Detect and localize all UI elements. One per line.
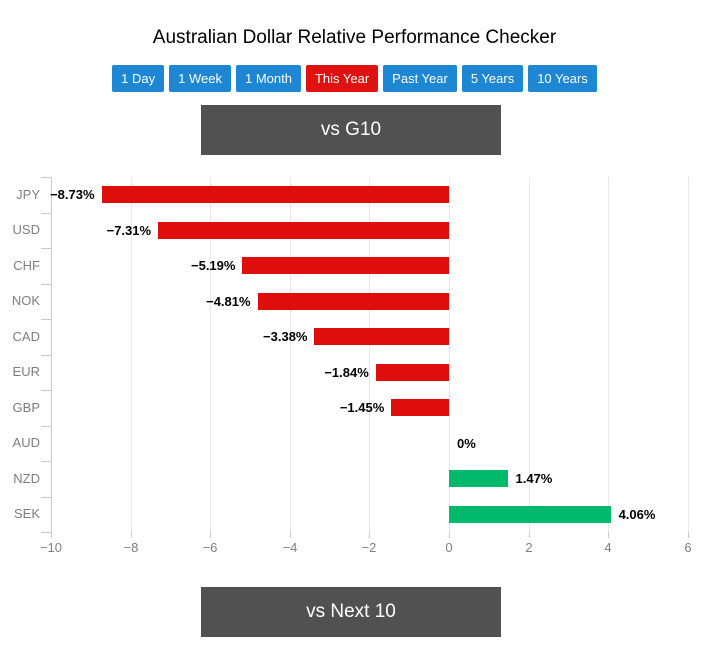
bar-sek — [449, 506, 611, 523]
x-gridline — [290, 177, 291, 532]
section-header-next10: vs Next 10 — [201, 587, 501, 637]
x-axis-tick — [688, 532, 689, 538]
x-tick-label: 4 — [604, 540, 612, 555]
period-button-this-year[interactable]: This Year — [305, 65, 379, 92]
x-axis-tick — [608, 532, 609, 538]
x-gridline — [688, 177, 689, 532]
x-gridline — [449, 177, 450, 532]
x-tick-label: 2 — [525, 540, 533, 555]
category-label-nzd: NZD — [13, 471, 40, 486]
x-tick-label: −2 — [361, 540, 377, 555]
value-label-nok: −4.81% — [206, 294, 251, 309]
value-label-usd: −7.31% — [106, 223, 152, 238]
x-axis-tick — [210, 532, 211, 538]
x-axis-tick — [369, 532, 370, 538]
section-header-next10-label: vs Next 10 — [306, 601, 396, 622]
x-axis-tick — [51, 532, 52, 538]
x-tick-label: 6 — [684, 540, 692, 555]
value-label-aud: 0% — [457, 436, 476, 451]
bar-chf — [242, 257, 449, 274]
value-label-gbp: −1.45% — [339, 400, 385, 415]
period-button-5-years[interactable]: 5 Years — [461, 65, 524, 92]
bar-nzd — [449, 470, 508, 487]
bar-cad — [314, 328, 449, 345]
y-axis-tick — [41, 319, 51, 320]
period-buttons: 1 Day 1 Week 1 Month This Year Past Year 5 Ye… — [0, 65, 709, 92]
y-axis-tick — [41, 283, 51, 285]
x-tick-label: −8 — [123, 540, 139, 555]
y-axis-tick — [41, 354, 51, 356]
y-axis-tick — [41, 248, 51, 249]
x-gridline — [51, 177, 52, 532]
value-label-eur: −1.84% — [324, 365, 369, 380]
value-label-jpy: −8.73% — [50, 187, 95, 202]
x-gridline — [529, 177, 530, 532]
page-title: Australian Dollar Relative Performance C… — [152, 27, 557, 48]
x-gridline — [131, 177, 132, 532]
category-label-jpy: JPY — [16, 187, 40, 202]
period-button-10-years[interactable]: 10 Years — [528, 65, 597, 92]
value-label-sek: 4.06% — [618, 507, 656, 522]
bar-eur — [375, 364, 449, 381]
y-axis-tick — [41, 532, 51, 533]
category-label-nok: NOK — [11, 293, 40, 308]
bar-gbp — [391, 399, 449, 416]
category-label-sek: SEK — [13, 506, 40, 521]
category-label-cad: CAD — [12, 329, 40, 344]
period-button-1-month[interactable]: 1 Month — [235, 65, 301, 92]
category-label-gbp: GBP — [12, 400, 40, 415]
x-axis-tick — [529, 532, 530, 538]
x-gridline — [608, 177, 609, 532]
section-header-g10: vs G10 — [201, 105, 501, 155]
value-label-cad: −3.38% — [263, 329, 308, 344]
section-header-g10-label: vs G10 — [320, 119, 382, 140]
category-label-chf: CHF — [13, 258, 40, 273]
x-tick-label: −10 — [39, 540, 63, 555]
period-button-1-week[interactable]: 1 Week — [169, 65, 231, 92]
performance-chart: −10 −8 −6 −4 −2 0 2 4 6 JPY −8.73% USD −7.31% CHF −5.1… — [0, 165, 709, 565]
value-label-chf: −5.19% — [191, 258, 236, 273]
x-tick-label: 0 — [445, 540, 453, 555]
y-axis-tick — [41, 425, 51, 427]
x-gridline — [210, 177, 211, 532]
period-button-past-year[interactable]: Past Year — [383, 65, 457, 92]
x-axis-tick — [449, 532, 450, 538]
bar-usd — [158, 222, 449, 239]
category-label-eur: EUR — [12, 364, 40, 379]
x-axis-tick — [290, 532, 291, 538]
x-tick-label: −6 — [202, 540, 218, 555]
x-axis-tick — [131, 532, 132, 538]
y-axis-tick — [41, 177, 51, 178]
y-axis-tick — [41, 390, 51, 391]
bar-nok — [257, 293, 449, 310]
x-tick-label: −4 — [282, 540, 298, 555]
period-button-1-day[interactable]: 1 Day — [112, 65, 165, 92]
value-label-nzd: 1.47% — [515, 471, 553, 486]
category-label-usd: USD — [12, 222, 40, 237]
y-axis-tick — [41, 496, 51, 498]
y-axis-tick — [41, 212, 51, 214]
x-gridline — [369, 177, 370, 532]
bar-jpy — [101, 186, 449, 203]
category-label-aud: AUD — [12, 435, 40, 450]
y-axis-tick — [41, 461, 51, 462]
